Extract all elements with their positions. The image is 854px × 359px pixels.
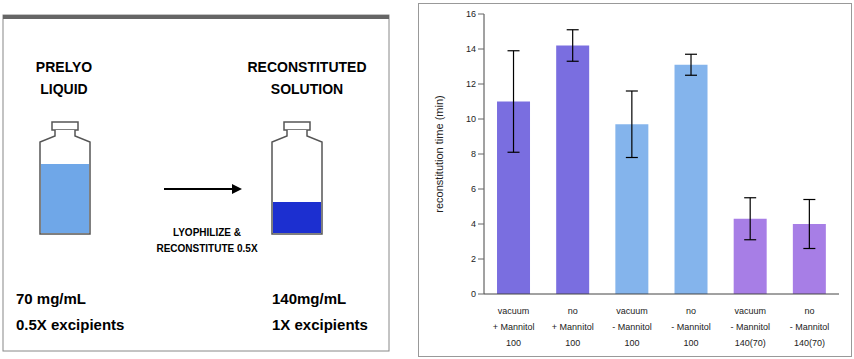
svg-text:- Mannitol: - Mannitol (671, 322, 711, 332)
svg-text:PRELYO: PRELYO (36, 59, 92, 75)
svg-text:SOLUTION: SOLUTION (271, 81, 343, 97)
svg-text:12: 12 (466, 79, 476, 89)
svg-text:100: 100 (506, 338, 521, 348)
svg-text:- Mannitol: - Mannitol (730, 322, 770, 332)
svg-text:+ Mannitol: + Mannitol (552, 322, 594, 332)
svg-text:- Mannitol: - Mannitol (612, 322, 652, 332)
svg-text:14: 14 (466, 44, 476, 54)
svg-text:LYOPHILIZE &: LYOPHILIZE & (173, 227, 241, 238)
svg-text:6: 6 (471, 184, 476, 194)
svg-text:no: no (568, 306, 578, 316)
svg-text:reconstitution time (min): reconstitution time (min) (433, 95, 445, 212)
svg-text:100: 100 (565, 338, 580, 348)
svg-text:2: 2 (471, 254, 476, 264)
svg-text:100: 100 (624, 338, 639, 348)
svg-text:no: no (686, 306, 696, 316)
svg-text:16: 16 (466, 9, 476, 19)
svg-text:- Mannitol: - Mannitol (790, 322, 830, 332)
svg-text:RECONSTITUTED: RECONSTITUTED (248, 59, 367, 75)
svg-text:no: no (804, 306, 814, 316)
svg-text:+ Mannitol: + Mannitol (493, 322, 535, 332)
svg-text:70 mg/mL: 70 mg/mL (16, 290, 86, 307)
svg-text:0: 0 (471, 289, 476, 299)
svg-text:140mg/mL: 140mg/mL (272, 290, 346, 307)
svg-text:vacuum: vacuum (616, 306, 648, 316)
svg-text:vacuum: vacuum (498, 306, 530, 316)
svg-text:100: 100 (684, 338, 699, 348)
svg-text:10: 10 (466, 114, 476, 124)
svg-text:1X excipients: 1X excipients (272, 316, 368, 333)
svg-text:8: 8 (471, 149, 476, 159)
svg-text:140(70): 140(70) (794, 338, 825, 348)
svg-text:vacuum: vacuum (734, 306, 766, 316)
svg-text:0.5X excipients: 0.5X excipients (16, 316, 124, 333)
svg-text:LIQUID: LIQUID (40, 81, 87, 97)
svg-text:RECONSTITUTE 0.5X: RECONSTITUTE 0.5X (156, 243, 257, 254)
svg-text:4: 4 (471, 219, 476, 229)
svg-text:140(70): 140(70) (735, 338, 766, 348)
